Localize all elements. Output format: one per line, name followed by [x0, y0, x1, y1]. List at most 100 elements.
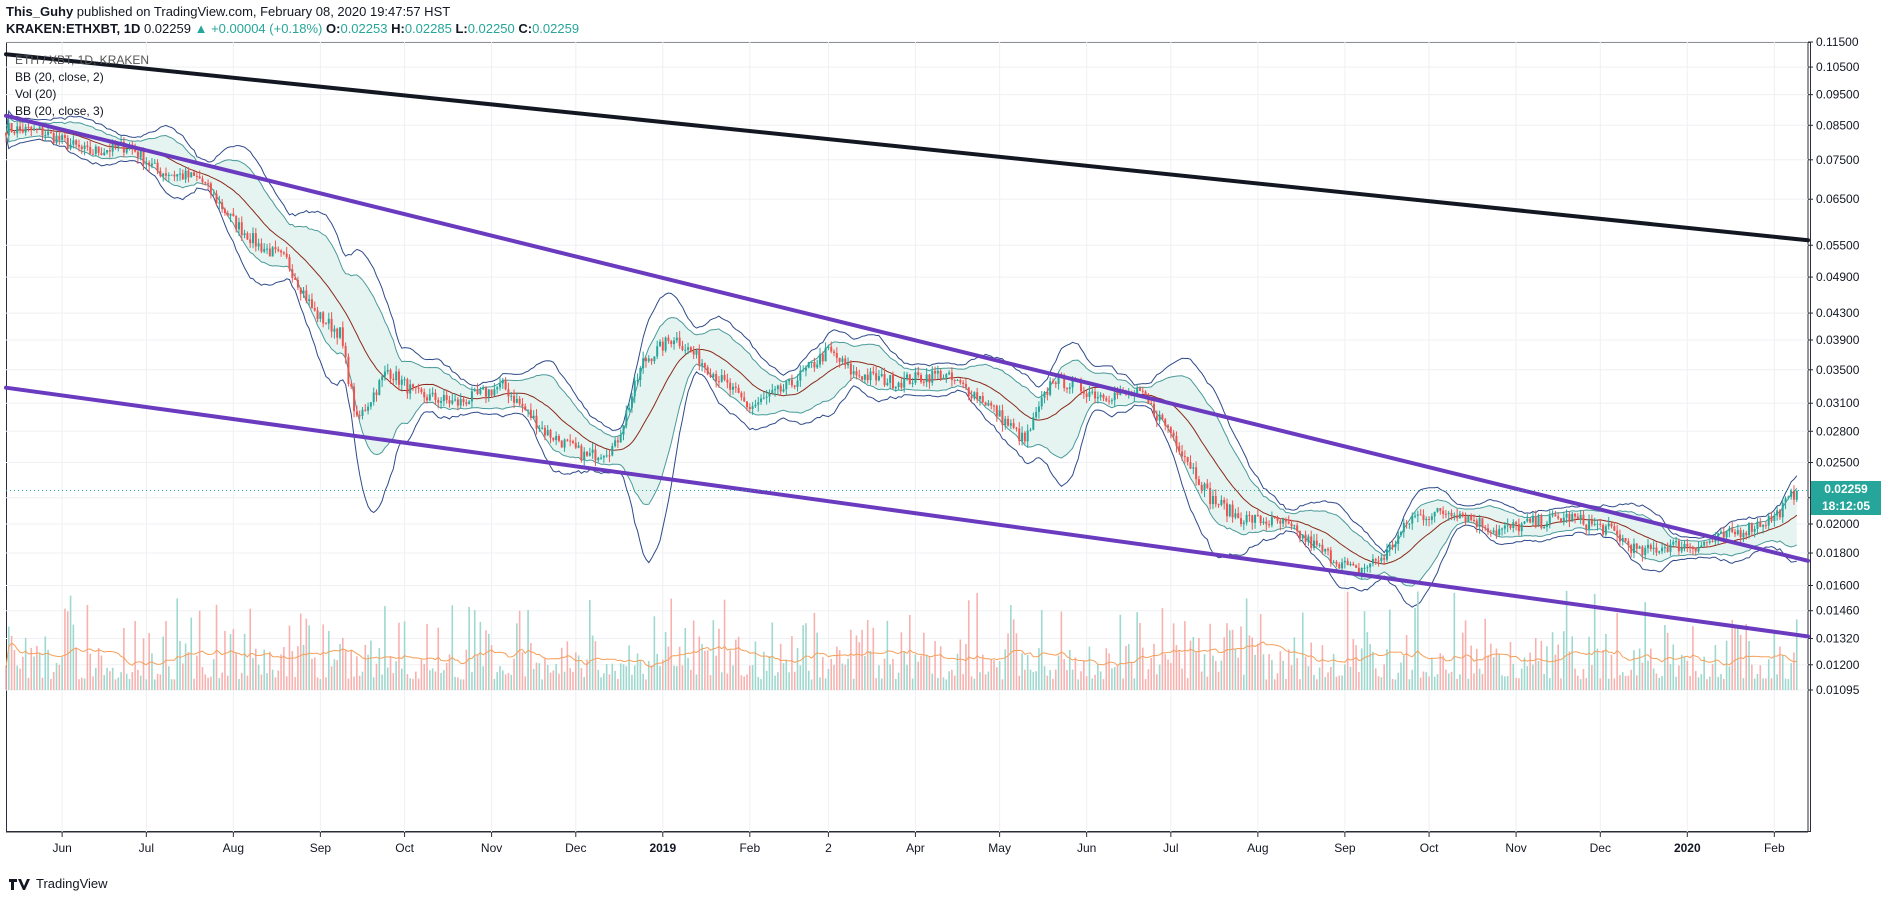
volume-bar [496, 672, 498, 690]
volume-bar [1198, 637, 1200, 690]
candle-body [164, 173, 167, 176]
volume-bar [1178, 650, 1181, 690]
author-name[interactable]: This_Guhy [6, 4, 74, 19]
candle-body [541, 427, 544, 429]
volume-bar [1316, 679, 1318, 690]
volume-bar [1633, 650, 1635, 690]
candle-body [948, 372, 951, 375]
candle-body [515, 398, 518, 403]
volume-bar [1647, 660, 1649, 690]
volume-bar [1490, 643, 1492, 690]
volume-bar [903, 651, 905, 690]
legend-main-series[interactable]: ETH / XBT, 1D, KRAKEN [15, 53, 150, 67]
volume-bar [894, 678, 897, 690]
volume-bar [302, 644, 305, 690]
volume-bar [535, 662, 538, 690]
volume-bar [1543, 674, 1545, 690]
volume-bar [1282, 660, 1284, 690]
x-tick-label: May [988, 841, 1011, 855]
candle-body [305, 290, 308, 302]
candle-body [1113, 392, 1116, 401]
volume-bar [468, 607, 470, 690]
volume-bar [513, 658, 515, 690]
volume-bar [66, 611, 69, 690]
candle-body [496, 387, 499, 390]
candle-body [406, 379, 409, 394]
candle-body [934, 371, 937, 374]
volume-bar [970, 676, 973, 690]
candle-body [729, 382, 732, 390]
volume-bar [1203, 654, 1206, 690]
candle-body [1298, 531, 1301, 539]
tradingview-logo-icon[interactable] [8, 877, 30, 891]
candle-body [1349, 563, 1352, 566]
publish-text: published on TradingView.com, February 0… [73, 4, 451, 19]
candle-body [1627, 541, 1630, 546]
candle-body [1568, 513, 1571, 522]
volume-bar [729, 650, 731, 690]
footer-brand[interactable]: TradingView [36, 876, 108, 891]
candle-body [218, 202, 221, 204]
volume-bar [650, 665, 653, 690]
candle-body [1175, 436, 1178, 447]
volume-bar [1686, 660, 1689, 690]
volume-bar [1195, 651, 1197, 690]
candle-body [1332, 561, 1335, 563]
volume-bar [193, 678, 195, 690]
volume-bar [827, 668, 830, 690]
volume-bar [167, 666, 170, 690]
candle-body [981, 396, 984, 403]
volume-bar [83, 678, 86, 690]
volume-bar [243, 633, 246, 690]
candle-body [1237, 513, 1240, 519]
legend-volume[interactable]: Vol (20) [15, 87, 57, 101]
candle-body [630, 396, 633, 408]
candle-body [44, 134, 47, 136]
volume-bar [142, 638, 145, 690]
volume-bar [813, 612, 816, 690]
legend-bb-3[interactable]: BB (20, close, 3) [15, 104, 104, 118]
volume-bar [1105, 648, 1108, 690]
candle-body [532, 415, 535, 419]
volume-bar [1074, 657, 1077, 690]
volume-bar [1130, 662, 1133, 690]
volume-bar [636, 653, 639, 690]
volume-bar [852, 678, 855, 690]
candle-body [1694, 548, 1697, 552]
volume-bar [1467, 678, 1470, 690]
volume-bar [196, 655, 198, 690]
candle-body [473, 390, 476, 392]
candle-body [995, 405, 998, 417]
candle-body [844, 358, 847, 366]
candle-body [1792, 490, 1795, 500]
candle-body [1753, 528, 1756, 532]
volume-bar [1052, 678, 1054, 690]
candle-body [97, 146, 100, 153]
volume-bar [55, 662, 58, 690]
volume-bar [1360, 648, 1363, 690]
candle-body [41, 127, 44, 136]
candle-body [731, 386, 734, 390]
candle-body [771, 390, 774, 394]
candle-body [190, 172, 193, 178]
candle-body [1012, 423, 1015, 428]
candle-body [409, 384, 412, 394]
volume-bar [1136, 612, 1138, 690]
candle-body [1032, 417, 1035, 430]
volume-bar [1262, 654, 1265, 690]
candle-body [1661, 547, 1664, 552]
volume-bar [1066, 670, 1068, 690]
candle-body [849, 363, 852, 375]
volume-bar [1734, 627, 1736, 690]
candle-body [285, 253, 288, 258]
candle-body [1478, 518, 1481, 528]
bb2-upper [5, 115, 1798, 557]
volume-bar [1731, 619, 1734, 690]
volume-bar [1116, 664, 1119, 690]
legend-bb-2[interactable]: BB (20, close, 2) [15, 70, 104, 84]
candle-body [440, 401, 443, 403]
volume-bar [109, 671, 111, 690]
candle-body [1652, 547, 1655, 550]
candle-body [925, 374, 928, 383]
